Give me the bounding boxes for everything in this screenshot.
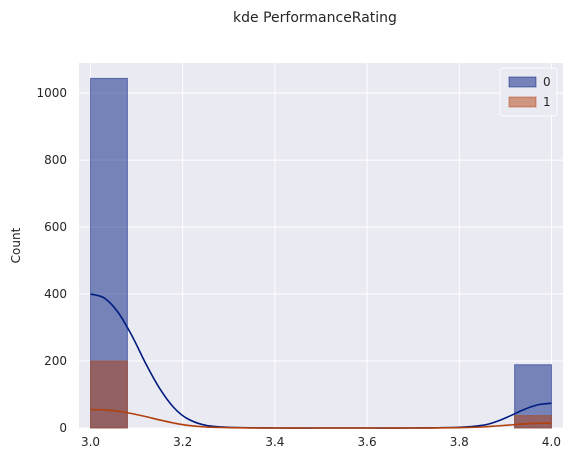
x-tick-label: 4.0: [542, 435, 561, 449]
y-axis-label: Count: [9, 227, 23, 263]
chart-title: kde PerformanceRating: [233, 10, 397, 26]
y-axis-ticks: 0 200 400 600 800 1000: [36, 86, 67, 435]
y-tick-label: 200: [44, 354, 67, 368]
x-tick-label: 3.6: [358, 435, 377, 449]
y-tick-label: 0: [59, 421, 67, 435]
x-tick-label: 3.0: [81, 435, 100, 449]
gridlines: [79, 63, 563, 429]
plot-background: [79, 63, 563, 428]
legend-swatch-1: [508, 96, 537, 108]
kde-curves: [90, 293, 552, 429]
x-tick-label: 3.4: [265, 435, 284, 449]
legend-swatch-0: [508, 76, 537, 88]
kde-line-series-1: [90, 408, 552, 429]
y-tick-label: 400: [44, 287, 67, 301]
y-tick-label: 1000: [36, 86, 67, 100]
y-tick-label: 800: [44, 153, 67, 167]
histogram-bars: [90, 77, 552, 429]
bar-series-1-bin-1: [514, 415, 552, 429]
legend-label-1: 1: [543, 95, 551, 109]
legend-label-0: 0: [543, 75, 551, 89]
x-tick-label: 3.2: [173, 435, 192, 449]
x-axis-ticks: 3.0 3.2 3.4 3.6 3.8 4.0: [81, 435, 561, 449]
y-tick-label: 600: [44, 220, 67, 234]
bar-series-1-bin-0: [90, 360, 128, 429]
x-tick-label: 3.8: [450, 435, 469, 449]
legend: 01: [499, 67, 558, 117]
